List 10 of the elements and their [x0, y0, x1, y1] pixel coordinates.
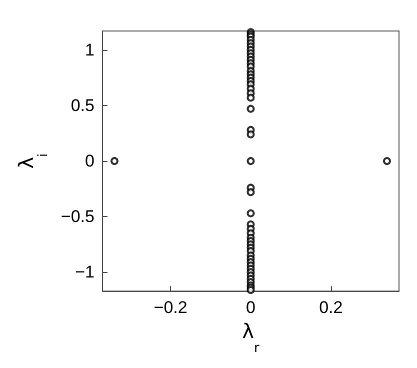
y-tick-label: −0.5	[60, 207, 94, 226]
x-tick-label: −0.2	[154, 298, 188, 318]
y-tick-label: 0	[84, 152, 94, 171]
y-tick-label: 1	[84, 40, 94, 60]
x-tick-label: 0	[246, 298, 256, 318]
x-axis-title: λr	[242, 319, 260, 356]
y-tick-label: −1	[75, 262, 94, 282]
y-axis-title: λi	[14, 153, 51, 169]
x-tick-label: 0.2	[319, 298, 343, 318]
y-tick-label: 0.5	[70, 96, 94, 115]
